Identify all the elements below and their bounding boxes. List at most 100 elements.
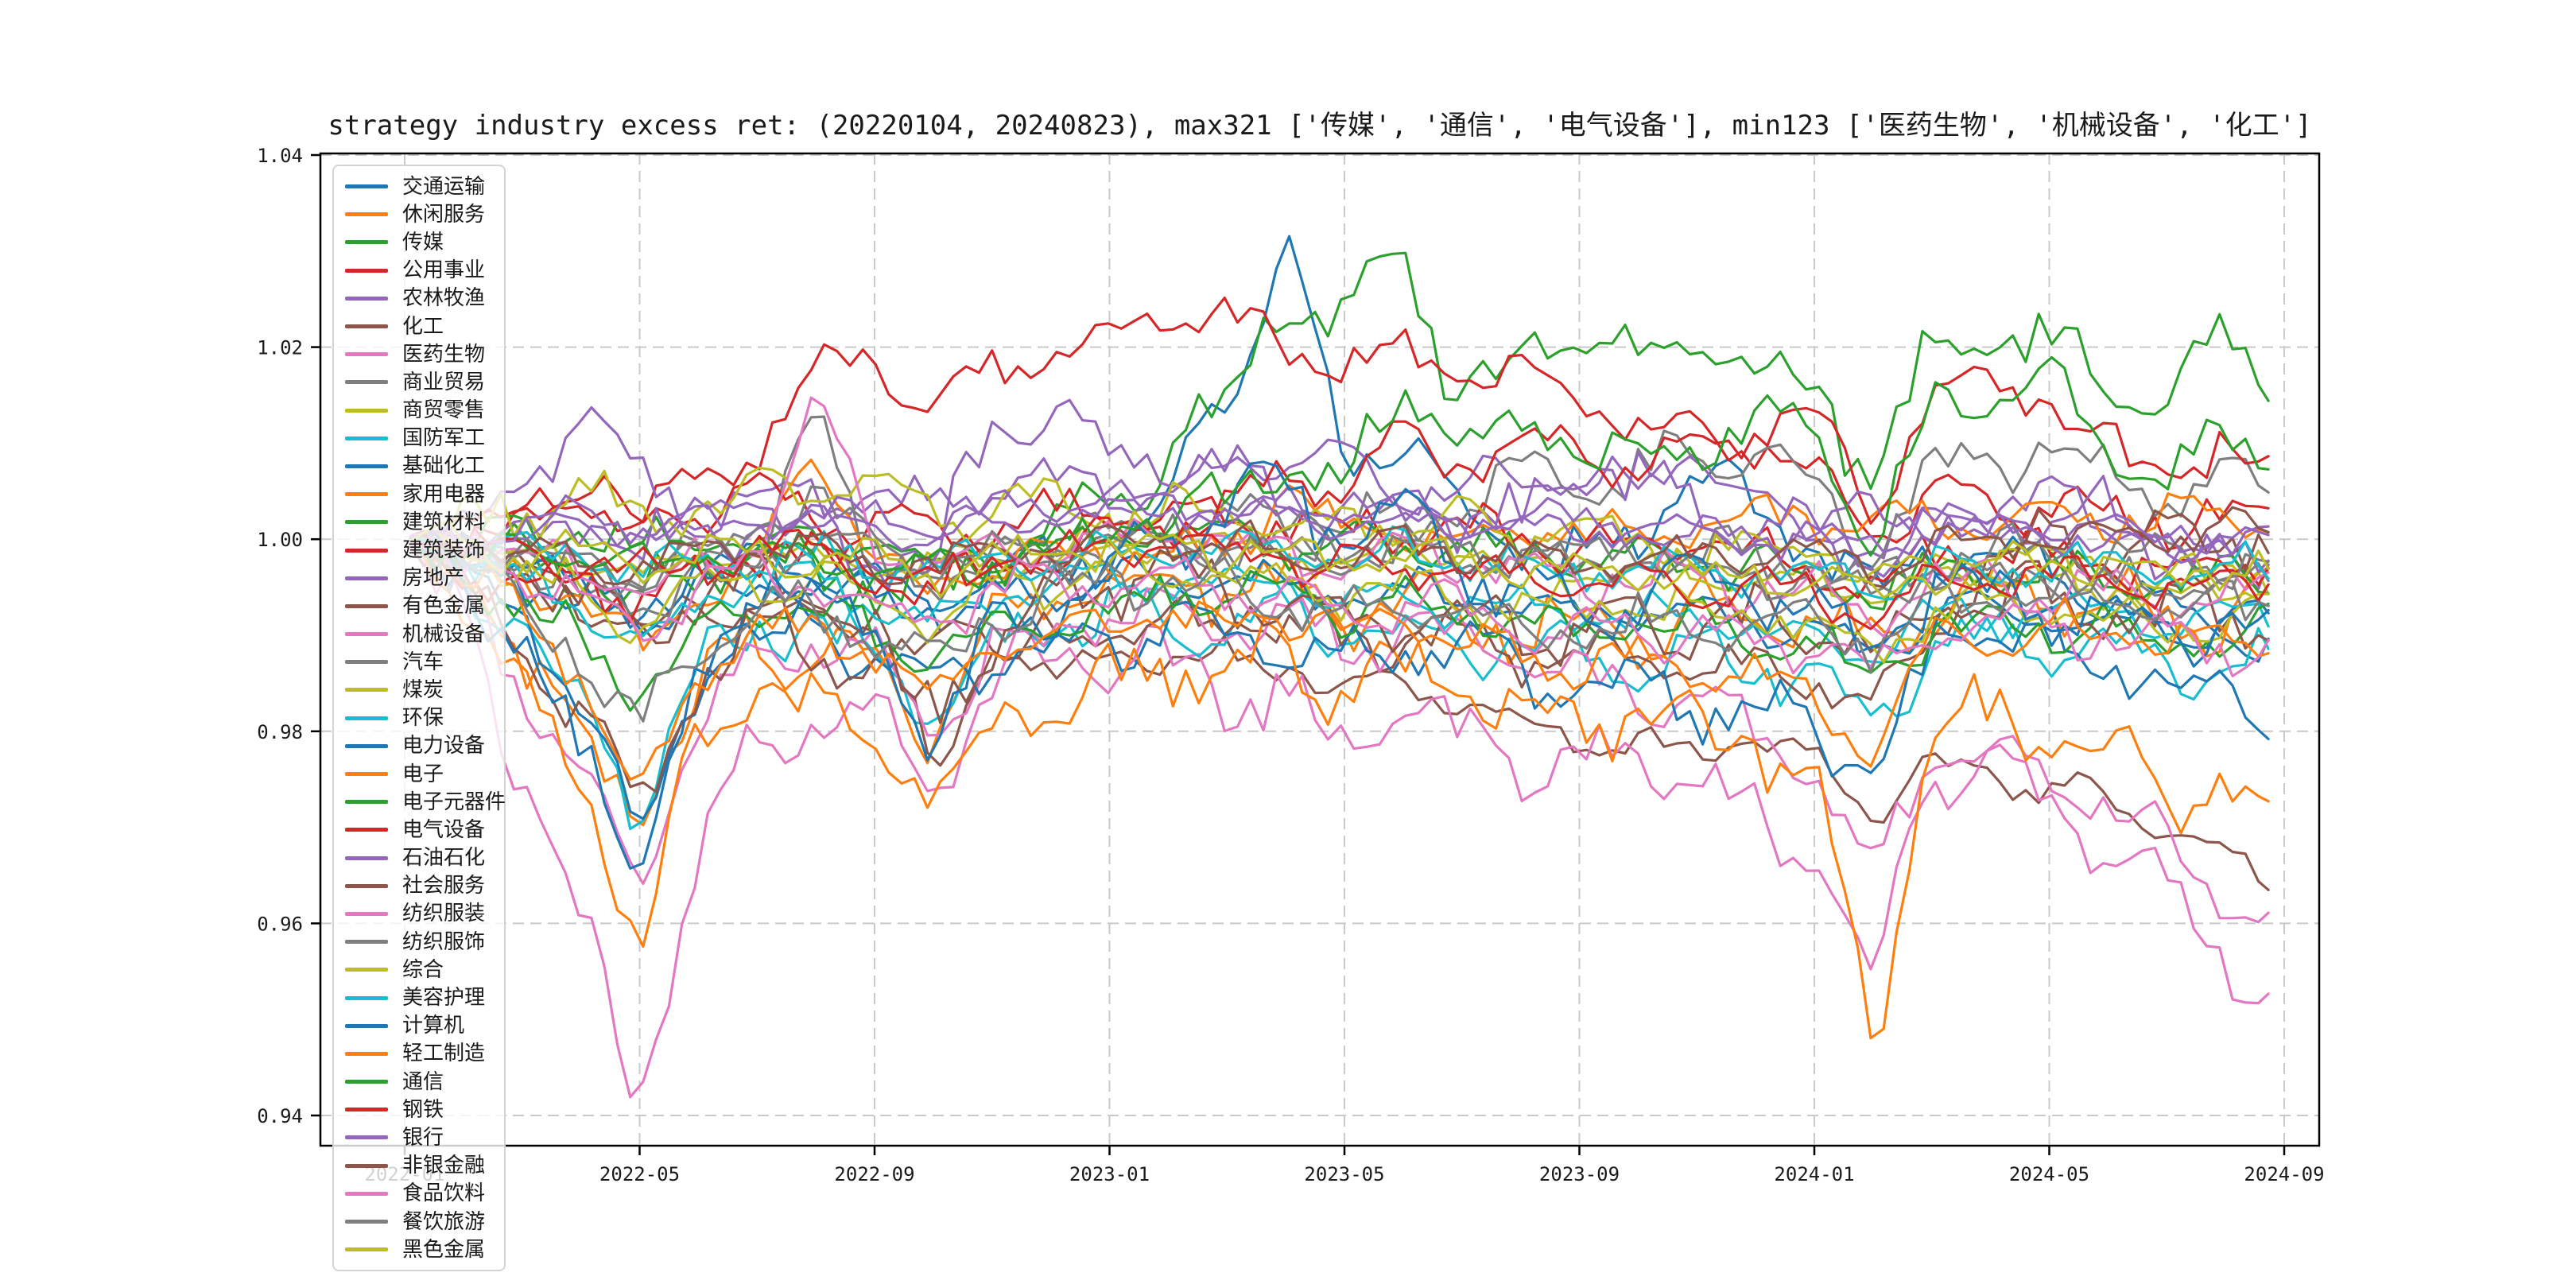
legend-label: 国防军工 <box>402 426 486 451</box>
chart-title: strategy industry excess ret: (20220104,… <box>328 110 2312 142</box>
series-line-社会服务 <box>409 543 2270 793</box>
legend-item: 钢铁 <box>345 1096 496 1123</box>
legend-line-swatch <box>345 1023 388 1028</box>
legend-line-swatch <box>345 632 388 637</box>
legend-item: 商业贸易 <box>345 368 496 396</box>
legend-item: 纺织服饰 <box>345 928 496 956</box>
legend-line-swatch <box>345 716 388 720</box>
legend-item: 传媒 <box>345 228 496 256</box>
legend-line-swatch <box>345 995 388 1000</box>
series-line-公用事业 <box>409 297 2270 561</box>
series-line-通信 <box>409 355 2270 599</box>
legend-box: 交通运输休闲服务传媒公用事业农林牧渔化工医药生物商业贸易商贸零售国防军工 基础化工… <box>332 165 506 1272</box>
legend-item: 电子 <box>345 760 496 788</box>
legend-line-swatch <box>345 1080 388 1084</box>
legend-label: 电子 <box>402 762 444 786</box>
legend-line-swatch <box>345 576 388 580</box>
series-line-轻工制造 <box>409 544 2270 781</box>
x-tick-label: 2024-05 <box>2009 1163 2089 1185</box>
legend-label: 交通运输 <box>402 174 486 199</box>
legend-line-swatch <box>345 1135 388 1140</box>
legend-item: 休闲服务 <box>345 200 496 228</box>
series-line-纺织服装 <box>409 396 2270 638</box>
legend-item: 社会服务 <box>345 872 496 900</box>
legend-line-swatch <box>345 184 388 189</box>
legend-line-swatch <box>345 855 388 860</box>
legend-label: 商业贸易 <box>402 370 486 394</box>
legend-label: 餐饮旅游 <box>402 1209 486 1234</box>
legend-line-swatch <box>345 660 388 665</box>
legend-label: 化工 <box>402 314 444 339</box>
series-line-食品饮料 <box>409 529 2270 677</box>
legend-label: 公用事业 <box>402 258 486 283</box>
legend-item: 基础化工 <box>345 452 496 480</box>
legend-label: 传媒 <box>402 230 444 254</box>
legend-label: 石油石化 <box>402 846 486 871</box>
series-line-机械设备 <box>409 543 2270 924</box>
legend-line-swatch <box>345 1191 388 1196</box>
series-line-黑色金属 <box>409 520 2270 599</box>
legend-item: 有色金属 <box>345 592 496 620</box>
legend-label: 机械设备 <box>402 622 486 646</box>
legend-line-swatch <box>345 548 388 553</box>
series-line-电子元器件 <box>409 536 2270 712</box>
legend-line-swatch <box>345 1108 388 1112</box>
legend-line-swatch <box>345 911 388 916</box>
legend-label: 煤炭 <box>402 677 444 702</box>
legend-line-swatch <box>345 800 388 805</box>
legend-item: 环保 <box>345 704 496 732</box>
series-line-钢铁 <box>409 528 2270 630</box>
x-tick-label: 2022-05 <box>599 1163 680 1185</box>
legend-label: 食品饮料 <box>402 1181 486 1206</box>
legend-label: 计算机 <box>402 1014 465 1038</box>
legend-label: 商贸零售 <box>402 398 486 423</box>
legend-item: 农林牧渔 <box>345 285 496 312</box>
legend-label: 休闲服务 <box>402 202 486 227</box>
legend-label: 电子元器件 <box>402 789 506 814</box>
legend-line-swatch <box>345 968 388 972</box>
legend-line-swatch <box>345 492 388 497</box>
legend-line-swatch <box>345 268 388 273</box>
legend-item: 房地产 <box>345 564 496 592</box>
y-tick-label: 1.00 <box>257 529 303 551</box>
legend-item: 石油石化 <box>345 844 496 872</box>
series-line-传媒 <box>409 251 2270 615</box>
x-tick-label: 2024-01 <box>1774 1163 1854 1185</box>
series-line-医药生物 <box>409 548 2270 1099</box>
legend-line-swatch <box>345 324 388 329</box>
legend-item: 建筑材料 <box>345 508 496 536</box>
legend-label: 医药生物 <box>402 342 486 367</box>
y-tick-label: 0.94 <box>257 1105 303 1127</box>
legend-line-swatch <box>345 603 388 608</box>
legend-line-swatch <box>345 212 388 217</box>
legend-item: 国防军工 <box>345 425 496 452</box>
legend-item: 化工 <box>345 312 496 340</box>
legend-line-swatch <box>345 1051 388 1056</box>
legend-item: 非银金融 <box>345 1152 496 1180</box>
series-line-银行 <box>409 498 2270 557</box>
legend-line-swatch <box>345 408 388 413</box>
legend-line-swatch <box>345 352 388 357</box>
series-lines <box>409 235 2270 1099</box>
legend-item: 交通运输 <box>345 173 496 200</box>
legend-label: 通信 <box>402 1069 444 1094</box>
legend-line-swatch <box>345 688 388 692</box>
legend-label: 黑色金属 <box>402 1237 486 1262</box>
legend-item: 计算机 <box>345 1012 496 1040</box>
legend-line-swatch <box>345 743 388 748</box>
legend-label: 钢铁 <box>402 1097 444 1122</box>
legend-label: 社会服务 <box>402 874 486 898</box>
legend-item: 黑色金属 <box>345 1236 496 1263</box>
legend-item: 商贸零售 <box>345 397 496 425</box>
series-line-环保 <box>409 537 2270 664</box>
y-tick-label: 0.98 <box>257 721 303 743</box>
series-line-煤炭 <box>409 466 2270 611</box>
series-line-餐饮旅游 <box>409 543 2270 723</box>
legend-label: 银行 <box>402 1125 444 1150</box>
legend-label: 汽车 <box>402 650 444 674</box>
legend-label: 农林牧渔 <box>402 286 486 311</box>
legend-label: 家用电器 <box>402 482 486 506</box>
legend-item: 公用事业 <box>345 257 496 285</box>
legend-label: 电力设备 <box>402 734 486 758</box>
y-tick-label: 1.02 <box>257 337 303 359</box>
